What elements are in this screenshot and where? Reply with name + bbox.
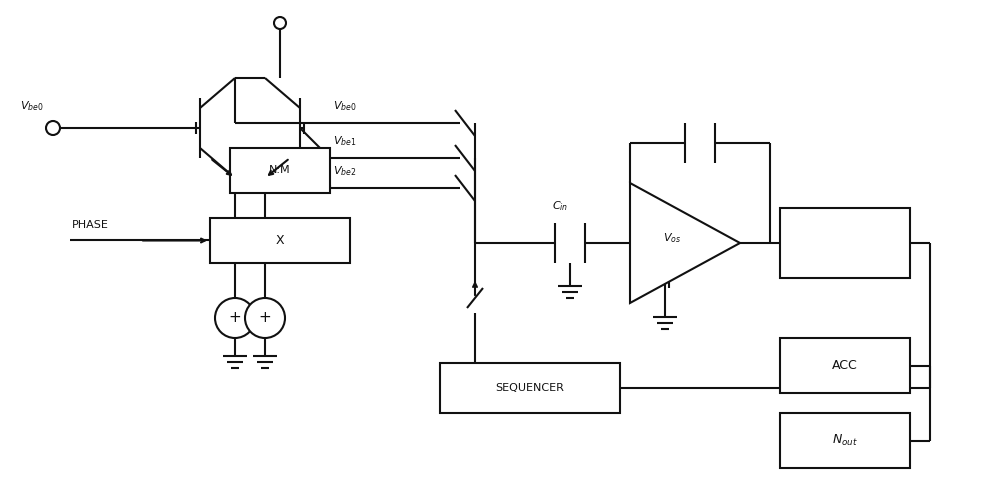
Text: $C_{in}$: $C_{in}$ [552,199,568,213]
Circle shape [245,298,285,338]
Text: +: + [259,310,271,325]
Bar [780,208,910,278]
Bar [440,363,620,413]
Bar [210,218,350,263]
Bar [780,338,910,393]
Bar [230,148,330,193]
Text: ACC: ACC [832,359,858,372]
Text: $V_{be0}$: $V_{be0}$ [20,99,44,113]
Text: N:M: N:M [269,165,291,176]
Bar [780,413,910,468]
Text: $V_{be1}$: $V_{be1}$ [333,134,357,148]
Text: $N_{out}$: $N_{out}$ [832,433,858,448]
Polygon shape [630,183,740,303]
Circle shape [215,298,255,338]
Text: $V_{os}$: $V_{os}$ [663,231,681,245]
Text: PHASE: PHASE [72,221,109,230]
Text: SEQUENCER: SEQUENCER [496,383,564,393]
Circle shape [274,17,286,29]
Circle shape [46,121,60,135]
Text: $V_{be2}$: $V_{be2}$ [333,164,356,178]
Text: $V_{be0}$: $V_{be0}$ [333,99,357,113]
Text: +: + [229,310,241,325]
Text: X: X [276,234,284,247]
